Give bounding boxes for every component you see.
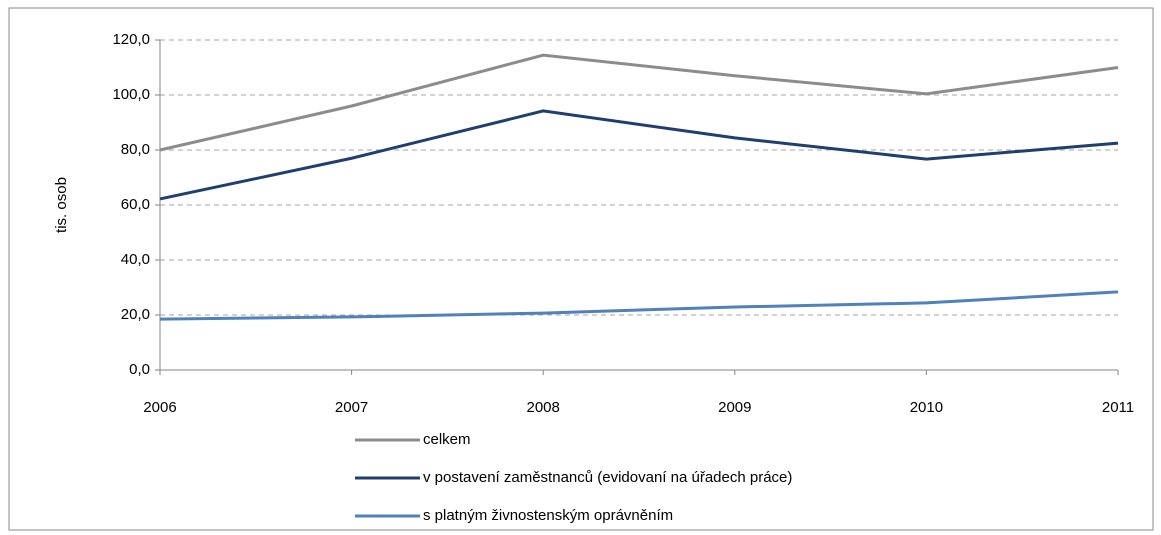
legend-label: v postavení zaměstnanců (evidovaní na úř…: [423, 469, 792, 486]
y-tick-label: 60,0: [121, 196, 150, 213]
x-tick-label: 2008: [527, 399, 560, 416]
y-tick-label: 120,0: [112, 31, 150, 48]
series-line: [159, 53, 1119, 152]
x-tick-label: 2010: [910, 399, 943, 416]
x-tick-label: 2011: [1102, 399, 1134, 416]
y-axis-label: tis. osob: [53, 177, 70, 233]
legend-label: celkem: [423, 431, 471, 448]
y-tick-label: 100,0: [112, 86, 150, 103]
series-line: [159, 290, 1119, 321]
series-line: [159, 109, 1119, 201]
x-tick-label: 2007: [335, 399, 368, 416]
y-tick-label: 40,0: [121, 251, 150, 268]
x-tick-label: 2009: [718, 399, 751, 416]
legend-label: s platným živnostenským oprávněním: [423, 507, 673, 524]
x-tick-label: 2006: [143, 399, 176, 416]
y-tick-label: 0,0: [129, 361, 150, 378]
y-tick-label: 80,0: [121, 141, 150, 158]
y-tick-label: 20,0: [121, 306, 150, 323]
